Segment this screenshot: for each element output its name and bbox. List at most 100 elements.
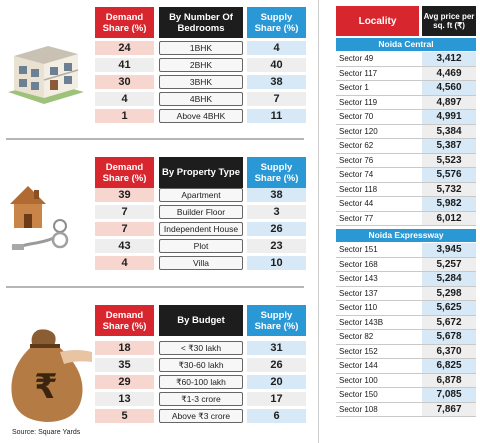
- demand-value: 4: [95, 92, 154, 106]
- bedrooms-header: By Number Of Bedrooms: [159, 7, 243, 38]
- table-row: 7 Independent House 26: [95, 222, 306, 236]
- source-credit: Source: Square Yards: [12, 429, 81, 436]
- locality-name: Sector 74: [339, 170, 374, 179]
- supply-share-header: Supply Share (%): [247, 7, 306, 38]
- table-row: 7 Builder Floor 3: [95, 205, 306, 219]
- avg-price: 5,625: [422, 301, 476, 315]
- demand-value: 7: [95, 205, 154, 219]
- locality-name: Sector 144: [339, 361, 378, 370]
- table-row: Sector 82 5,678: [336, 330, 476, 345]
- avg-price: 5,523: [422, 153, 476, 167]
- table-row: 1 Above 4BHK 11: [95, 109, 306, 123]
- demand-value: 18: [95, 341, 154, 355]
- supply-value: 11: [247, 109, 306, 123]
- supply-value: 26: [247, 222, 306, 236]
- avg-price: 4,469: [422, 66, 476, 80]
- section-divider: [6, 138, 304, 140]
- category-label: Above ₹3 crore: [159, 409, 243, 423]
- avg-price: 3,945: [422, 243, 476, 257]
- avg-price: 6,370: [422, 344, 476, 358]
- avg-price: 5,576: [422, 168, 476, 182]
- table-row: 24 1BHK 4: [95, 41, 306, 55]
- avg-price: 5,257: [422, 257, 476, 271]
- locality-name: Sector 44: [339, 199, 374, 208]
- demand-value: 5: [95, 409, 154, 423]
- table-row: 41 2BHK 40: [95, 58, 306, 72]
- category-label: Apartment: [159, 188, 243, 202]
- table-row: 39 Apartment 38: [95, 188, 306, 202]
- locality-name: Sector 70: [339, 112, 374, 121]
- locality-header: Locality: [336, 6, 419, 36]
- avg-price: 5,298: [422, 286, 476, 300]
- table-row: Sector 74 5,576: [336, 168, 476, 183]
- demand-value: 43: [95, 239, 154, 253]
- category-label: Villa: [159, 256, 243, 270]
- avg-price: 4,560: [422, 81, 476, 95]
- avg-price: 5,982: [422, 197, 476, 211]
- locality-name: Sector 77: [339, 213, 374, 223]
- demand-value: 4: [95, 256, 154, 270]
- table-row: Sector 118 5,732: [336, 182, 476, 197]
- table-row: Sector 117 4,469: [336, 66, 476, 81]
- table-row: Sector 137 5,298: [336, 286, 476, 301]
- zone-header-noida-central: Noida Central: [336, 38, 476, 51]
- table-row: Sector 49 3,412: [336, 52, 476, 67]
- avg-price: 5,384: [422, 124, 476, 138]
- demand-value: 24: [95, 41, 154, 55]
- supply-value: 31: [247, 341, 306, 355]
- locality-name: Sector 119: [339, 97, 378, 107]
- avg-price-header: Avg price per sq. ft (₹): [422, 6, 476, 36]
- table-row: Sector 44 5,982: [336, 197, 476, 212]
- svg-text:₹: ₹: [34, 367, 58, 407]
- demand-value: 29: [95, 375, 154, 389]
- category-label: 1BHK: [159, 41, 243, 55]
- locality-name: Sector 1: [339, 83, 369, 92]
- table-row: Sector 76 5,523: [336, 153, 476, 168]
- locality-name: Sector 108: [339, 404, 378, 414]
- zone-header-noida-expressway: Noida Expressway: [336, 229, 476, 242]
- supply-share-header: Supply Share (%): [247, 305, 306, 336]
- table-row: 29 ₹60-100 lakh 20: [95, 375, 306, 389]
- supply-value: 20: [247, 375, 306, 389]
- avg-price: 5,678: [422, 330, 476, 344]
- supply-value: 23: [247, 239, 306, 253]
- locality-name: Sector 143: [339, 274, 378, 283]
- category-label: 4BHK: [159, 92, 243, 106]
- table-row: 5 Above ₹3 crore 6: [95, 409, 306, 423]
- building-illustration: [8, 46, 84, 104]
- avg-price: 7,085: [422, 388, 476, 402]
- avg-price: 5,284: [422, 272, 476, 286]
- supply-value: 38: [247, 75, 306, 89]
- house-key-illustration: [10, 186, 69, 250]
- table-row: Sector 70 4,991: [336, 110, 476, 125]
- table-row: Sector 168 5,257: [336, 257, 476, 272]
- demand-share-header: Demand Share (%): [95, 7, 154, 38]
- supply-value: 6: [247, 409, 306, 423]
- avg-price: 5,732: [422, 182, 476, 196]
- avg-price: 5,387: [422, 139, 476, 153]
- locality-name: Sector 137: [339, 288, 378, 298]
- locality-name: Sector 150: [339, 390, 378, 399]
- locality-name: Sector 100: [339, 375, 378, 385]
- avg-price: 7,867: [422, 402, 476, 416]
- table-row: 4 4BHK 7: [95, 92, 306, 106]
- locality-name: Sector 82: [339, 332, 374, 341]
- locality-name: Sector 143B: [339, 317, 384, 327]
- locality-name: Sector 151: [339, 245, 378, 254]
- budget-header: By Budget: [159, 305, 243, 336]
- locality-name: Sector 118: [339, 184, 378, 194]
- supply-value: 3: [247, 205, 306, 219]
- table-row: Sector 151 3,945: [336, 243, 476, 258]
- table-row: Sector 143 5,284: [336, 272, 476, 287]
- table-row: Sector 77 6,012: [336, 211, 476, 226]
- table-row: 4 Villa 10: [95, 256, 306, 270]
- table-row: Sector 108 7,867: [336, 402, 476, 417]
- locality-name: Sector 49: [339, 54, 374, 63]
- supply-value: 7: [247, 92, 306, 106]
- table-row: Sector 62 5,387: [336, 139, 476, 154]
- table-row: Sector 152 6,370: [336, 344, 476, 359]
- demand-value: 7: [95, 222, 154, 236]
- demand-value: 35: [95, 358, 154, 372]
- supply-value: 38: [247, 188, 306, 202]
- avg-price: 6,012: [422, 211, 476, 225]
